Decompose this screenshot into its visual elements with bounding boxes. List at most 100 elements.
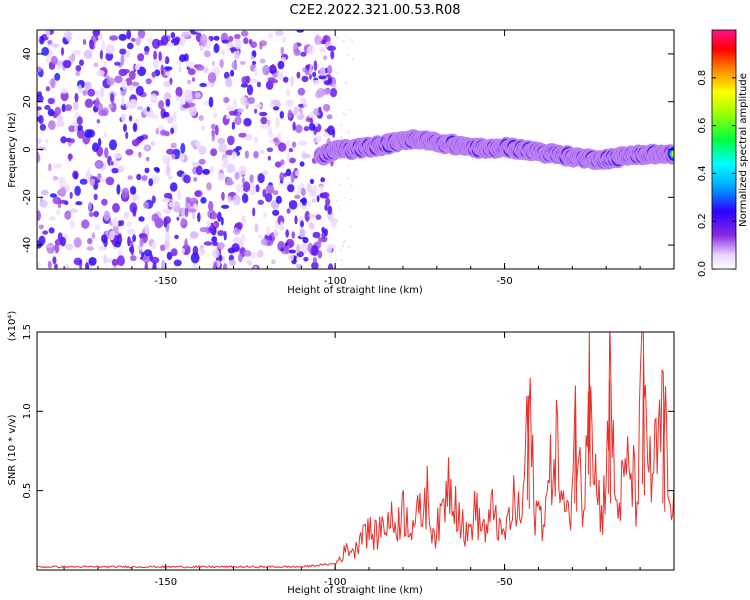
heatmap-noise-blob — [79, 178, 88, 185]
heatmap-noise-blob — [47, 40, 53, 45]
heatmap-noise-blob — [96, 119, 101, 124]
heatmap-noise-blob — [212, 241, 219, 247]
heatmap-noise-blob — [277, 71, 284, 80]
heatmap-noise-blob — [234, 39, 242, 50]
heatmap-noise-blob — [60, 136, 67, 144]
heatmap-noise-blob — [324, 204, 328, 211]
heatmap-noise-blob — [145, 156, 150, 162]
figure-title: C2E2.2022.321.00.53.R08 — [289, 3, 460, 18]
heatmap-noise-blob — [121, 79, 128, 91]
heatmap-noise-blob — [239, 60, 246, 65]
heatmap-noise-blob — [318, 47, 326, 53]
heatmap-noise-blob — [118, 33, 127, 41]
heatmap-noise-blob — [227, 135, 235, 146]
heatmap-noise-blob — [271, 79, 279, 84]
spectrogram-x-tick-label: -150 — [154, 276, 177, 287]
snr-y-ticks: 0.5 1.0 1.5 — [22, 324, 674, 499]
heatmap-noise-blob — [77, 128, 85, 139]
heatmap-noise-blob — [86, 168, 91, 177]
heatmap-noise-blob — [300, 51, 307, 57]
heatmap-noise-blob — [152, 59, 159, 69]
heatmap-noise-blob — [84, 82, 90, 90]
heatmap-noise-blob — [267, 155, 271, 161]
heatmap-noise-speck — [340, 263, 343, 266]
heatmap-noise-blob — [205, 220, 212, 228]
heatmap-noise-blob — [259, 150, 265, 155]
heatmap-noise-blob — [170, 127, 175, 135]
heatmap-noise-speck — [336, 36, 339, 39]
heatmap-noise-blob — [194, 30, 204, 33]
heatmap-noise-blob — [104, 147, 109, 159]
heatmap-noise-blob — [41, 46, 50, 56]
heatmap-noise-blob — [130, 84, 134, 92]
heatmap-noise-blob — [51, 43, 60, 48]
heatmap-noise-speck — [347, 246, 350, 249]
heatmap-noise-blob — [219, 59, 224, 68]
heatmap-noise-blob — [237, 108, 244, 113]
heatmap-noise-blob — [221, 49, 225, 56]
heatmap-noise-blob — [255, 184, 260, 193]
spectrogram-x-ticks: -150 -100 -50 — [63, 30, 675, 287]
heatmap-noise-blob — [105, 257, 113, 263]
heatmap-noise-blob — [178, 66, 182, 73]
heatmap-noise-blob — [166, 251, 173, 261]
heatmap-noise-blob — [101, 234, 108, 244]
heatmap-noise-blob — [249, 78, 258, 84]
heatmap-noise-blob — [246, 84, 254, 96]
heatmap-noise-blob — [240, 233, 245, 243]
heatmap-noise-blob — [256, 81, 261, 88]
heatmap-noise-blob — [127, 175, 133, 180]
heatmap-noise-blob — [299, 228, 305, 238]
colorbar: 0.0 0.2 0.4 0.6 0.8 Normalized spectral ampl… — [697, 29, 749, 277]
heatmap-noise-blob — [330, 50, 335, 60]
heatmap-noise-blob — [92, 30, 101, 37]
heatmap-noise-blob — [89, 178, 96, 186]
heatmap-noise-blob — [247, 97, 255, 104]
heatmap-noise-blob — [210, 148, 218, 157]
heatmap-noise-speck — [347, 132, 350, 135]
heatmap-noise-blob — [104, 74, 110, 79]
heatmap-noise-blob — [293, 42, 298, 50]
heatmap-noise-blob — [245, 134, 253, 141]
heatmap-noise-blob — [130, 255, 137, 262]
heatmap-noise-blob — [89, 39, 94, 50]
heatmap-noise-blob — [181, 31, 191, 38]
colorbar-tick-label: 0.8 — [697, 70, 708, 86]
heatmap-noise-blob — [211, 236, 218, 243]
heatmap-noise-blob — [286, 151, 290, 162]
heatmap-noise-blob — [130, 81, 140, 87]
heatmap-noise-blob — [65, 30, 73, 42]
heatmap-noise-blob — [69, 208, 78, 213]
heatmap-noise-blob — [175, 95, 180, 101]
heatmap-noise-blob — [235, 222, 243, 230]
heatmap-noise-blob — [53, 175, 59, 181]
heatmap-noise-blob — [74, 92, 79, 103]
heatmap-noise-blob — [225, 114, 230, 120]
heatmap-noise-blob — [81, 219, 90, 229]
heatmap-noise-blob — [78, 84, 82, 94]
heatmap-noise-blob — [144, 45, 150, 53]
heatmap-noise-blob — [87, 88, 96, 97]
snr-y-tick-label: 0.5 — [22, 483, 33, 499]
colorbar-frame — [711, 29, 737, 270]
heatmap-noise-blob — [84, 98, 94, 109]
heatmap-noise-blob — [126, 228, 136, 235]
heatmap-noise-blob — [280, 221, 284, 230]
heatmap-noise-blob — [95, 97, 100, 109]
heatmap-noise-blob — [273, 229, 279, 238]
heatmap-noise-blob — [226, 163, 236, 174]
heatmap-noise-blob — [223, 97, 230, 104]
heatmap-noise-blob — [199, 227, 208, 233]
heatmap-noise-blob — [87, 237, 93, 245]
heatmap-noise-blob — [95, 70, 105, 77]
heatmap-noise-blob — [151, 241, 157, 250]
heatmap-noise-blob — [184, 207, 189, 218]
heatmap-noise-blob — [308, 222, 315, 230]
heatmap-noise-blob — [295, 170, 299, 177]
heatmap-noise-blob — [213, 43, 220, 54]
heatmap-noise-blob — [37, 261, 41, 268]
heatmap-signal-layer — [313, 129, 674, 170]
heatmap-noise-blob — [167, 175, 173, 180]
heatmap-noise-blob — [309, 178, 315, 184]
heatmap-noise-blob — [121, 96, 125, 106]
